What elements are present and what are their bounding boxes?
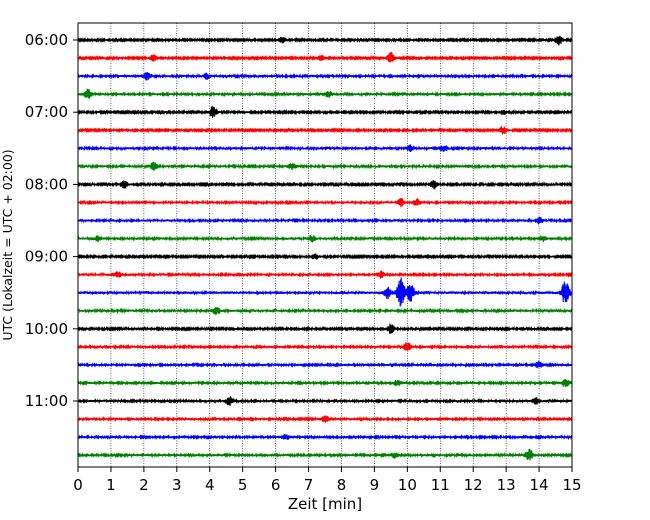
trace-1115	[77, 415, 573, 423]
trace-1145	[77, 448, 573, 461]
x-tick-label: 9	[370, 476, 380, 494]
trace-1015	[77, 342, 573, 351]
x-tick-label: 10	[398, 476, 417, 494]
trace-1045	[77, 379, 573, 387]
x-axis-label: Zeit [min]	[288, 495, 362, 513]
trace-0615	[77, 51, 573, 63]
trace-1000	[77, 323, 573, 334]
y-tick-label: 08:00	[25, 175, 68, 193]
y-axis: 06:00 07:00 08:00 09:00 10:00 11:00	[25, 31, 78, 410]
x-tick-label: 11	[431, 476, 450, 494]
y-tick-label: 10:00	[25, 320, 68, 338]
x-tick-label: 5	[238, 476, 248, 494]
y-tick-label: 11:00	[25, 392, 68, 410]
trace-0745	[77, 161, 573, 171]
x-axis: 0 1 2 3 4 5 6 7 8 9 10 11 12 13 14 15	[73, 467, 582, 494]
y-tick-label: 06:00	[25, 31, 68, 49]
x-tick-label: 3	[172, 476, 182, 494]
trace-1130	[77, 434, 573, 441]
y-tick-label: 09:00	[25, 248, 68, 266]
x-tick-label: 1	[106, 476, 116, 494]
trace-0630	[77, 72, 573, 81]
trace-0700	[77, 106, 573, 118]
trace-0800	[77, 180, 573, 190]
x-tick-label: 6	[271, 476, 281, 494]
trace-0600	[77, 35, 573, 46]
y-tick-label: 07:00	[25, 103, 68, 121]
x-tick-label: 13	[497, 476, 516, 494]
trace-0945	[77, 307, 573, 315]
x-tick-label: 4	[205, 476, 215, 494]
x-tick-label: 14	[530, 476, 549, 494]
x-tick-label: 0	[73, 476, 83, 494]
trace-0645	[77, 88, 573, 99]
y-axis-label: UTC (Lokalzeit = UTC + 02:00)	[0, 149, 15, 340]
trace-0845	[77, 234, 573, 243]
x-tick-label: 2	[139, 476, 149, 494]
grid-lines	[110, 23, 540, 467]
x-tick-label: 15	[562, 476, 581, 494]
x-tick-label: 12	[464, 476, 483, 494]
x-tick-label: 8	[337, 476, 347, 494]
trace-0930	[77, 277, 573, 307]
trace-1030	[77, 360, 573, 369]
traces	[77, 35, 573, 461]
trace-1100	[77, 396, 573, 406]
trace-0715	[77, 126, 573, 135]
trace-0900	[77, 253, 573, 260]
plot-frame	[77, 22, 573, 468]
x-tick-label: 7	[304, 476, 314, 494]
trace-0730	[77, 144, 573, 152]
trace-0815	[77, 198, 573, 208]
trace-0830	[77, 216, 573, 225]
trace-0915	[77, 270, 573, 279]
